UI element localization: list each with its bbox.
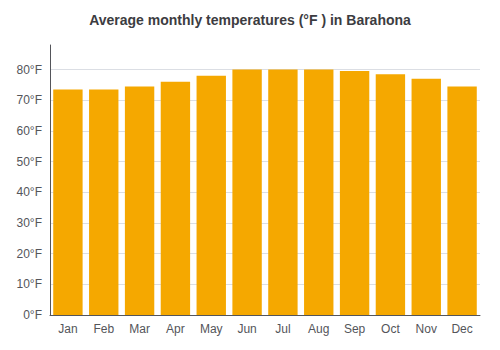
svg-text:Apr: Apr <box>166 322 185 336</box>
svg-text:Jul: Jul <box>275 322 290 336</box>
svg-text:10°F: 10°F <box>17 277 42 291</box>
svg-text:70°F: 70°F <box>17 93 42 107</box>
svg-text:80°F: 80°F <box>17 63 42 77</box>
svg-text:30°F: 30°F <box>17 216 42 230</box>
svg-text:Nov: Nov <box>416 322 437 336</box>
svg-text:Aug: Aug <box>308 322 329 336</box>
svg-text:Jun: Jun <box>237 322 256 336</box>
svg-text:50°F: 50°F <box>17 155 42 169</box>
svg-text:Sep: Sep <box>344 322 366 336</box>
svg-text:20°F: 20°F <box>17 247 42 261</box>
svg-text:40°F: 40°F <box>17 185 42 199</box>
svg-text:May: May <box>200 322 223 336</box>
svg-text:60°F: 60°F <box>17 124 42 138</box>
svg-text:Feb: Feb <box>93 322 114 336</box>
svg-text:Dec: Dec <box>451 322 472 336</box>
svg-text:Jan: Jan <box>58 322 77 336</box>
svg-text:0°F: 0°F <box>23 308 42 322</box>
svg-text:Average monthly temperatures (: Average monthly temperatures (°F ) in Ba… <box>89 12 411 28</box>
svg-text:Mar: Mar <box>129 322 150 336</box>
svg-text:Oct: Oct <box>381 322 400 336</box>
